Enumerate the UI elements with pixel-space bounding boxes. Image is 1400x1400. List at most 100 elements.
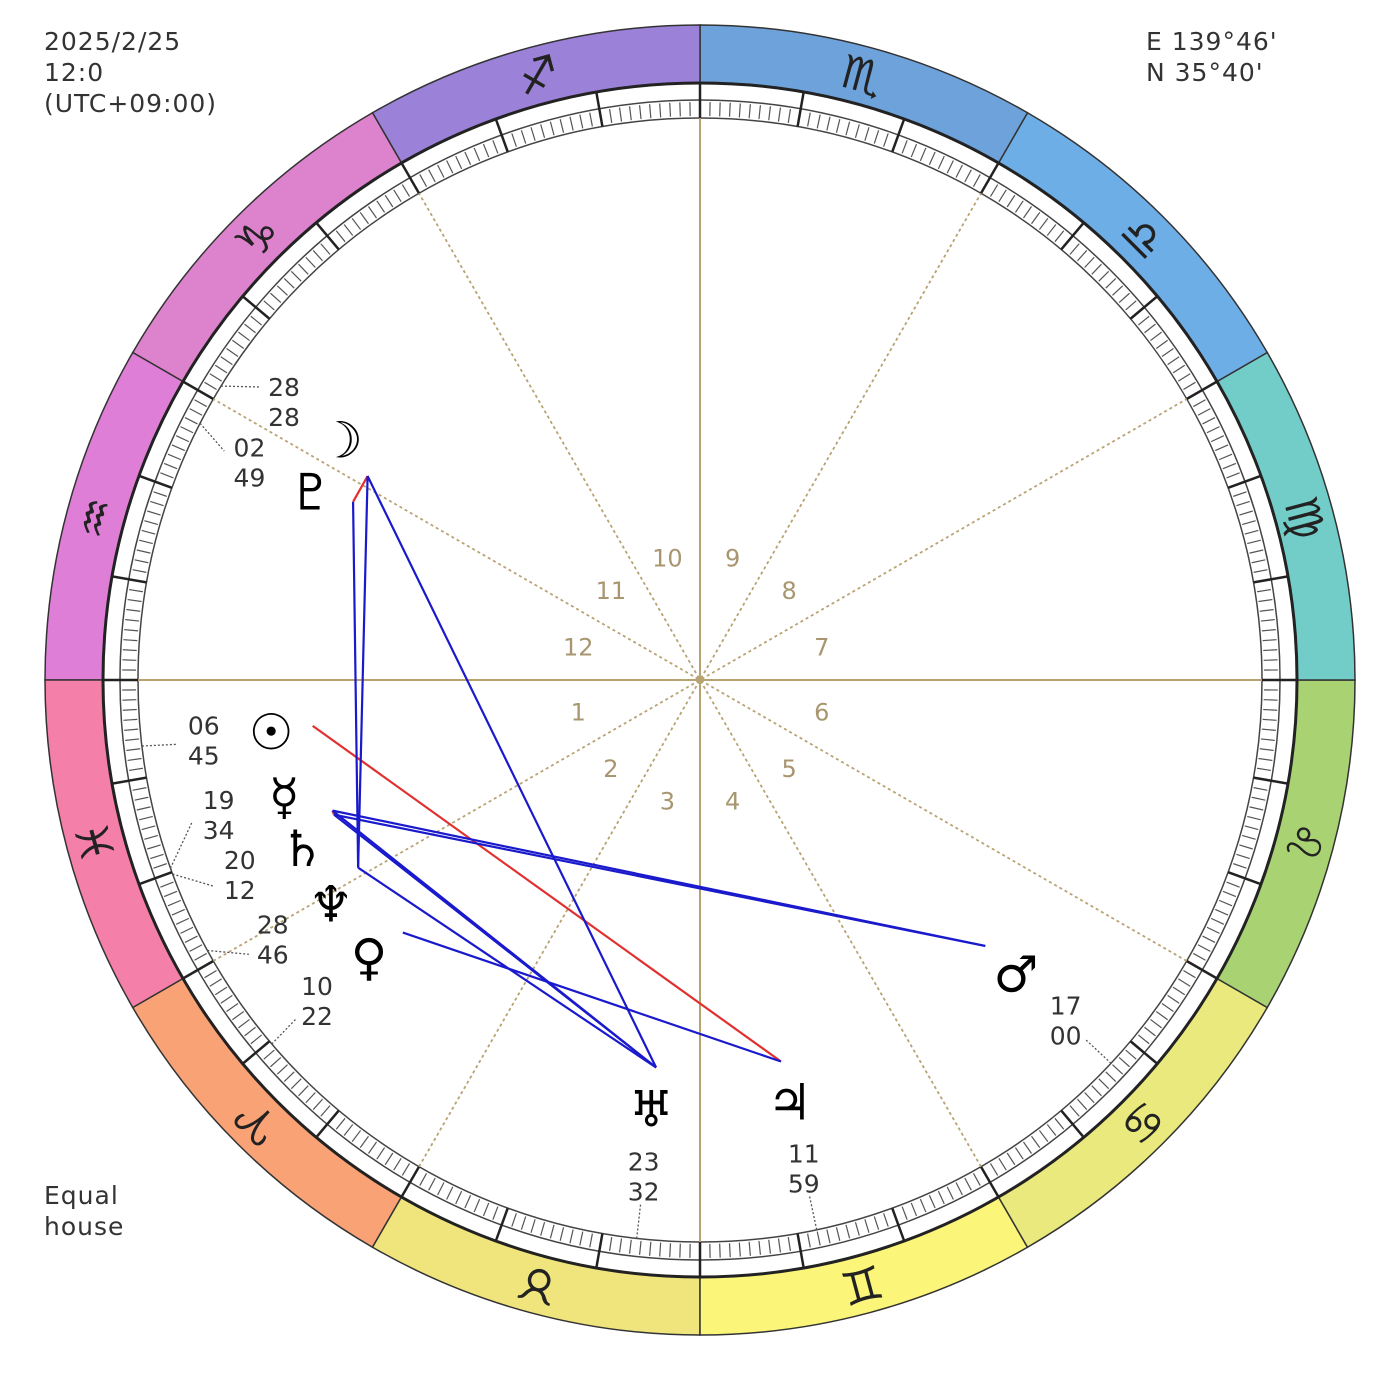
degree-tick bbox=[1054, 1117, 1065, 1130]
degree-tick bbox=[1054, 230, 1065, 243]
degree-tick bbox=[530, 1219, 536, 1233]
degree-tick bbox=[220, 994, 233, 1004]
degree-tick bbox=[175, 435, 190, 443]
ten-degree-divider bbox=[111, 575, 147, 584]
degree-tick bbox=[464, 151, 472, 166]
degree-tick bbox=[482, 1202, 490, 1217]
degree-tick bbox=[126, 748, 141, 752]
location-info: E 139°46' N 35°40' bbox=[1146, 26, 1278, 88]
mars-degree: 17 bbox=[1050, 991, 1082, 1020]
house-system-line1: Equal bbox=[44, 1181, 119, 1210]
degree-tick bbox=[1241, 520, 1256, 526]
degree-tick bbox=[167, 899, 182, 907]
degree-tick bbox=[972, 1172, 981, 1186]
ten-degree-divider bbox=[494, 1207, 509, 1242]
degree-tick bbox=[1144, 323, 1156, 334]
ten-degree-divider bbox=[241, 1040, 271, 1065]
house-number-12: 12 bbox=[563, 633, 594, 661]
degree-tick bbox=[659, 103, 662, 118]
degree-tick bbox=[998, 1157, 1007, 1171]
degree-tick bbox=[1210, 917, 1225, 925]
degree-tick bbox=[150, 500, 164, 507]
aspect-line-saturn-mars bbox=[333, 813, 986, 948]
degree-tick bbox=[428, 1177, 436, 1191]
degree-tick bbox=[209, 373, 223, 382]
degree-tick bbox=[835, 119, 841, 133]
degree-tick bbox=[204, 969, 217, 979]
pluto-degree: 02 bbox=[234, 434, 266, 463]
aspect-line-moon-pluto bbox=[352, 475, 369, 503]
degree-tick bbox=[1249, 549, 1264, 554]
ten-degree-divider bbox=[1129, 295, 1159, 320]
mercury-degree: 19 bbox=[203, 786, 235, 815]
neptune-icon: ♆ bbox=[308, 875, 353, 933]
degree-tick bbox=[446, 1186, 454, 1200]
jupiter-minute: 59 bbox=[788, 1170, 820, 1199]
degree-tick bbox=[955, 164, 963, 178]
ten-degree-divider bbox=[1186, 959, 1218, 980]
jupiter-icon: ♃ bbox=[767, 1074, 812, 1132]
degree-tick bbox=[393, 1157, 402, 1171]
degree-tick bbox=[139, 539, 153, 545]
degree-tick bbox=[937, 1190, 945, 1205]
degree-tick bbox=[1263, 708, 1278, 711]
degree-tick bbox=[758, 105, 762, 120]
mercury-leader-line bbox=[169, 822, 193, 869]
degree-tick bbox=[928, 151, 936, 166]
degree-tick bbox=[232, 1011, 245, 1021]
degree-tick bbox=[628, 1239, 632, 1254]
house-number-2: 2 bbox=[603, 755, 618, 783]
house-number-6: 6 bbox=[814, 699, 829, 727]
degree-tick bbox=[1197, 944, 1211, 952]
degree-tick bbox=[1214, 444, 1229, 452]
degree-tick bbox=[367, 1141, 377, 1154]
degree-tick bbox=[134, 796, 149, 801]
degree-tick bbox=[618, 1238, 623, 1253]
degree-tick bbox=[1214, 908, 1229, 916]
degree-tick bbox=[226, 1003, 239, 1013]
degree-tick bbox=[244, 1026, 256, 1037]
degree-tick bbox=[1172, 986, 1186, 996]
degree-tick bbox=[845, 121, 851, 136]
degree-tick bbox=[854, 1221, 860, 1236]
degree-tick bbox=[1244, 529, 1259, 535]
degree-tick bbox=[511, 1213, 517, 1227]
degree-ticks bbox=[103, 83, 1297, 1277]
degree-tick bbox=[359, 212, 369, 225]
neptune-leader-line bbox=[207, 949, 249, 955]
degree-tick bbox=[928, 1194, 936, 1209]
mars-minute: 00 bbox=[1050, 1021, 1082, 1050]
degree-tick bbox=[1177, 978, 1191, 987]
degree-tick bbox=[1076, 1098, 1088, 1110]
sun-icon: ☉ bbox=[249, 704, 294, 762]
degree-tick bbox=[608, 109, 613, 124]
saturn-minute: 12 bbox=[224, 876, 256, 905]
degree-tick bbox=[1172, 364, 1186, 374]
degree-tick bbox=[276, 1064, 288, 1075]
degree-tick bbox=[1014, 200, 1024, 213]
degree-tick bbox=[167, 453, 182, 461]
degree-tick bbox=[1218, 899, 1233, 907]
ten-degree-divider bbox=[891, 118, 906, 153]
degree-tick bbox=[1112, 285, 1124, 296]
ten-degree-divider bbox=[241, 295, 271, 320]
longitude-text: E 139°46' bbox=[1146, 27, 1278, 56]
ten-degree-divider bbox=[1060, 1109, 1085, 1139]
venus-leader-line bbox=[271, 1018, 296, 1045]
degree-tick bbox=[482, 143, 490, 158]
house-number-8: 8 bbox=[781, 577, 796, 605]
jupiter-leader-line bbox=[808, 1196, 818, 1230]
house-cusp-line bbox=[418, 192, 982, 1168]
degree-tick bbox=[134, 559, 149, 564]
degree-tick bbox=[305, 1092, 316, 1104]
degree-tick bbox=[1226, 472, 1240, 479]
degree-tick bbox=[937, 155, 945, 170]
degree-tick bbox=[589, 112, 593, 127]
degree-tick bbox=[989, 1163, 999, 1176]
degree-tick bbox=[1038, 1130, 1049, 1142]
